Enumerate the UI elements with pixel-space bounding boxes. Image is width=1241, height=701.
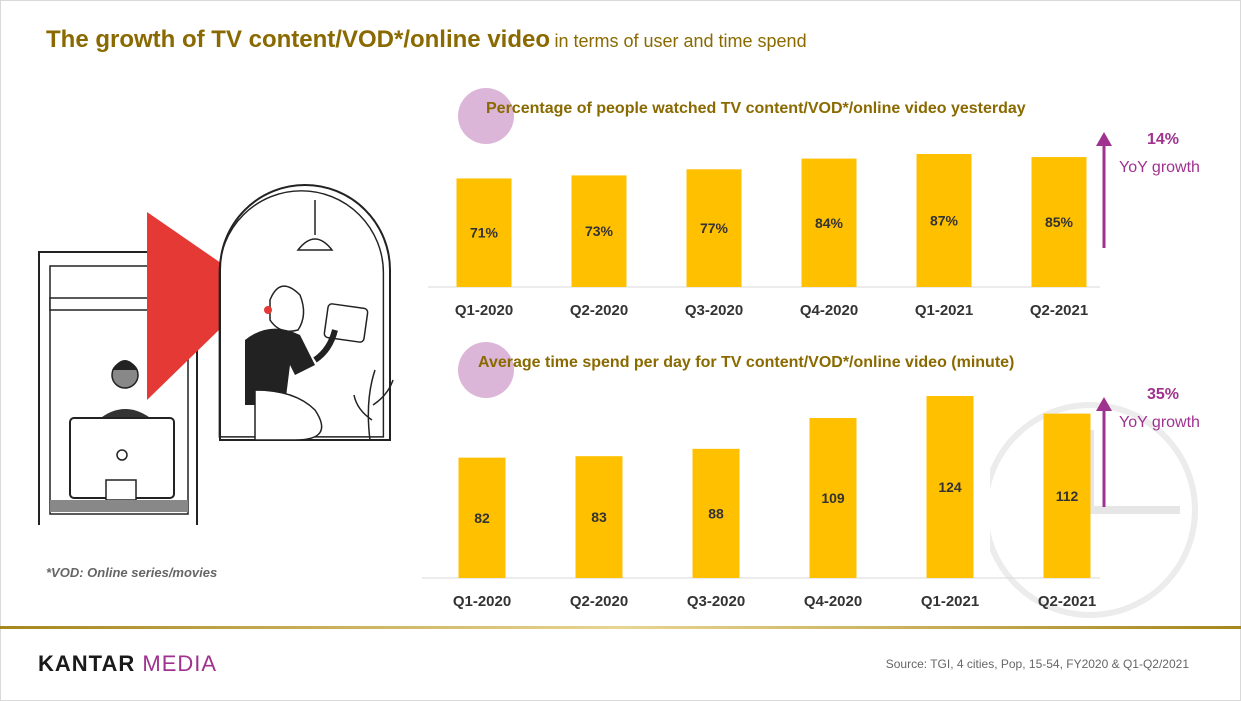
bar [458, 457, 506, 578]
bar [686, 169, 742, 287]
x-tick-label: Q2-2021 [1030, 302, 1088, 319]
data-label: 109 [821, 490, 845, 506]
footnote: *VOD: Online series/movies [46, 565, 218, 580]
decor-circle-2 [458, 342, 514, 398]
x-tick-label: Q4-2020 [800, 302, 858, 319]
data-label: 77% [700, 220, 729, 236]
x-tick-label: Q3-2020 [685, 302, 743, 319]
chart-1: 71% Q1-2020 73% Q2-2020 77% Q3-2020 84% Q4-2020… [428, 154, 1100, 319]
data-label: 112 [1056, 488, 1079, 504]
logo-word-1: KANTAR [38, 651, 136, 676]
decor-circle-1 [458, 88, 514, 144]
bar [1031, 157, 1087, 287]
title-main: The growth of TV content/VOD*/online vid… [46, 26, 550, 53]
data-label: 84% [815, 215, 844, 231]
bar [692, 448, 740, 578]
chart-1-title: Percentage of people watched TV content/… [486, 100, 1026, 117]
bar [456, 178, 512, 287]
x-tick-label: Q1-2021 [915, 302, 973, 319]
source-note: Source: TGI, 4 cities, Pop, 15-54, FY202… [885, 657, 1189, 671]
data-label: 71% [470, 225, 499, 241]
growth-arrow-1 [1096, 132, 1112, 248]
bar [1043, 413, 1091, 578]
footer-divider [0, 626, 1241, 629]
data-label: 85% [1045, 214, 1074, 230]
chart-2-title: Average time spend per day for TV conten… [478, 354, 1015, 371]
bar [809, 418, 857, 578]
x-tick-label: Q2-2020 [570, 593, 628, 610]
bar [571, 175, 627, 287]
title-sub: in terms of user and time spend [554, 31, 807, 51]
bar [575, 456, 623, 578]
x-tick-label: Q1-2020 [455, 302, 513, 319]
chart-2: 82 Q1-2020 83 Q2-2020 88 Q3-2020 109 Q4-2020 124… [422, 396, 1100, 610]
x-tick-label: Q4-2020 [804, 593, 862, 610]
bar [801, 158, 857, 287]
x-tick-label: Q3-2020 [687, 593, 745, 610]
growth-label-2: YoY growth [1119, 414, 1200, 431]
bar [916, 154, 972, 287]
growth-value-2: 35% [1147, 386, 1180, 403]
data-label: 124 [938, 479, 962, 495]
data-label: 73% [585, 223, 614, 239]
x-tick-label: Q2-2020 [570, 302, 628, 319]
person-watching-illustration [38, 184, 394, 525]
x-tick-label: Q1-2020 [453, 593, 511, 610]
data-label: 87% [930, 213, 959, 229]
data-label: 82 [474, 510, 490, 526]
logo-word-2: MEDIA [142, 651, 218, 676]
page-title: The growth of TV content/VOD*/online vid… [46, 26, 807, 54]
x-tick-label: Q2-2021 [1038, 593, 1096, 610]
data-label: 88 [708, 505, 724, 521]
bar [926, 396, 974, 578]
x-tick-label: Q1-2021 [921, 593, 979, 610]
growth-arrow-2 [1096, 397, 1112, 507]
growth-label-1: YoY growth [1119, 159, 1200, 176]
data-label: 83 [591, 509, 607, 525]
growth-value-1: 14% [1147, 131, 1180, 148]
kantar-media-logo: KANTAR MEDIA [38, 651, 217, 677]
